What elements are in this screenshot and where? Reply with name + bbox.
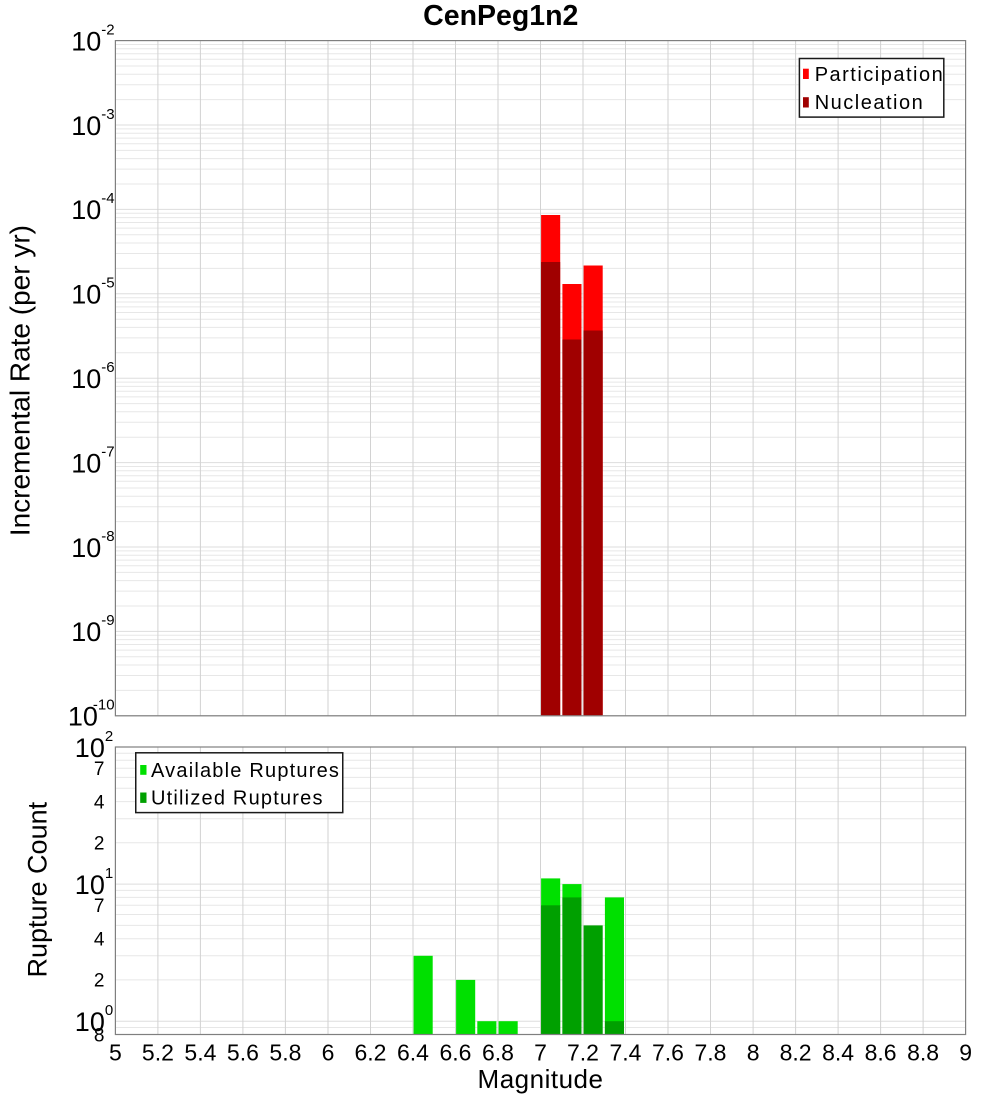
svg-text:CenPeg1n2: CenPeg1n2 — [423, 0, 578, 32]
svg-text:Utilized Ruptures: Utilized Ruptures — [151, 788, 324, 810]
svg-text:6.2: 6.2 — [355, 1040, 387, 1066]
svg-text:Incremental Rate (per yr): Incremental Rate (per yr) — [5, 225, 36, 536]
svg-text:Magnitude: Magnitude — [478, 1064, 604, 1094]
svg-text:6.8: 6.8 — [482, 1040, 514, 1066]
svg-text:8.8: 8.8 — [907, 1040, 939, 1066]
svg-text:10-8: 10-8 — [71, 528, 114, 563]
svg-text:10-4: 10-4 — [71, 190, 114, 225]
svg-text:8: 8 — [94, 1025, 105, 1046]
svg-text:6.6: 6.6 — [440, 1040, 472, 1066]
svg-text:6: 6 — [322, 1040, 335, 1066]
svg-text:10-3: 10-3 — [71, 106, 114, 141]
svg-text:7.4: 7.4 — [610, 1040, 642, 1066]
svg-text:7.8: 7.8 — [695, 1040, 727, 1066]
svg-text:2: 2 — [94, 971, 105, 992]
svg-text:7: 7 — [94, 759, 105, 780]
svg-text:5.8: 5.8 — [269, 1040, 301, 1066]
svg-text:5.2: 5.2 — [142, 1040, 174, 1066]
svg-text:5: 5 — [109, 1040, 122, 1066]
svg-text:8.6: 8.6 — [865, 1040, 897, 1066]
svg-text:9: 9 — [959, 1040, 972, 1066]
svg-text:10-6: 10-6 — [71, 359, 114, 394]
svg-text:7: 7 — [534, 1040, 547, 1066]
svg-text:4: 4 — [94, 930, 105, 951]
svg-text:Rupture Count: Rupture Count — [22, 801, 52, 977]
svg-text:8.2: 8.2 — [780, 1040, 812, 1066]
svg-text:6.4: 6.4 — [397, 1040, 429, 1066]
svg-text:7.2: 7.2 — [567, 1040, 599, 1066]
svg-text:8.4: 8.4 — [822, 1040, 854, 1066]
svg-text:7: 7 — [94, 896, 105, 917]
svg-text:10-10: 10-10 — [68, 697, 115, 732]
svg-text:5.4: 5.4 — [184, 1040, 216, 1066]
svg-text:10-7: 10-7 — [71, 443, 114, 478]
svg-text:101: 101 — [75, 865, 113, 900]
svg-text:102: 102 — [75, 728, 113, 763]
svg-text:10-2: 10-2 — [71, 22, 114, 57]
svg-text:5.6: 5.6 — [227, 1040, 259, 1066]
svg-text:100: 100 — [75, 1002, 113, 1037]
svg-text:7.6: 7.6 — [652, 1040, 684, 1066]
svg-text:Nucleation: Nucleation — [815, 92, 925, 114]
svg-text:10-9: 10-9 — [71, 612, 114, 647]
svg-text:2: 2 — [94, 834, 105, 855]
svg-text:Available Ruptures: Available Ruptures — [151, 760, 340, 782]
svg-text:10-5: 10-5 — [71, 275, 114, 310]
svg-text:Participation: Participation — [815, 64, 945, 86]
svg-text:4: 4 — [94, 792, 105, 813]
svg-text:8: 8 — [747, 1040, 760, 1066]
